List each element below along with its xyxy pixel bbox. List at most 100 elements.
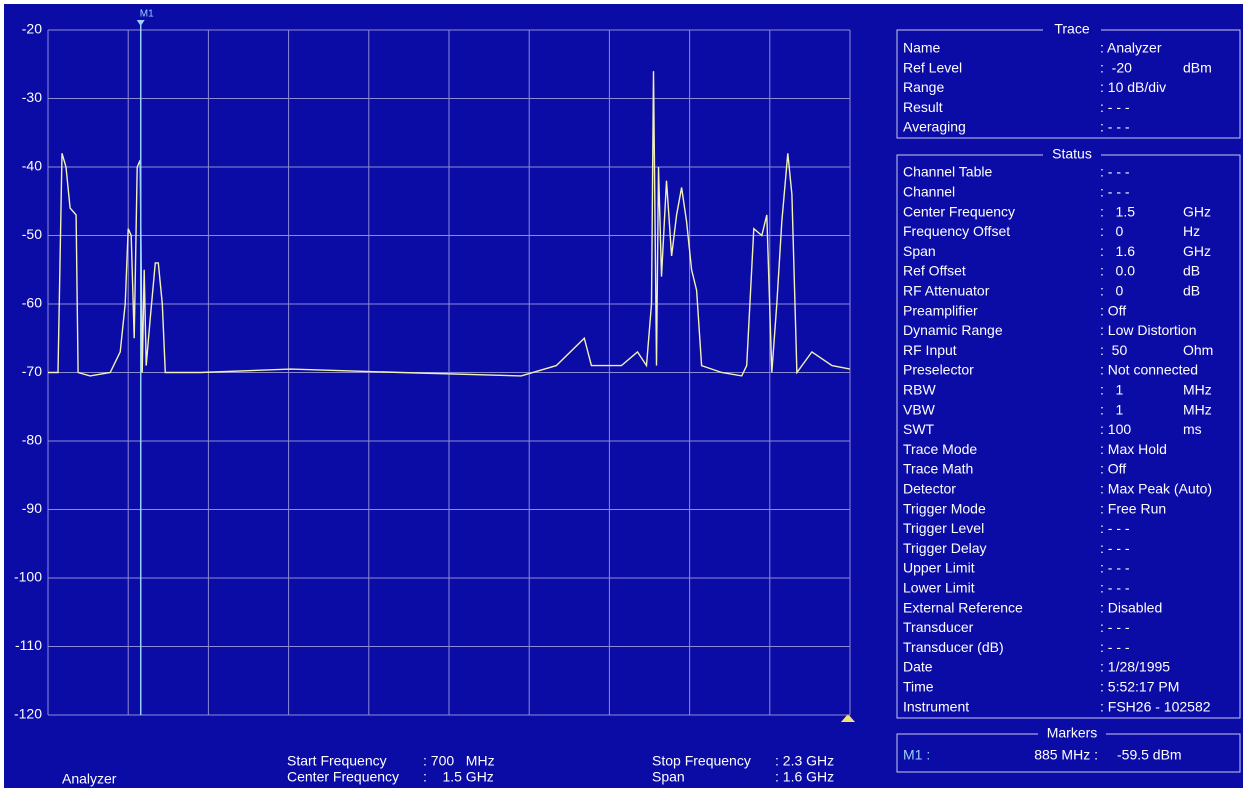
row-label: Upper Limit (903, 560, 975, 576)
row-value: : 10 dB/div (1100, 79, 1166, 95)
row-value: : 0.0 (1100, 263, 1135, 279)
panel-title: Status (1052, 146, 1092, 162)
row-value: : - - - (1100, 560, 1130, 576)
row-value: : - - - (1100, 639, 1130, 655)
row-value: : 50 (1100, 342, 1127, 358)
y-tick-label: -80 (22, 432, 42, 448)
row-value: : 1.5 (1100, 203, 1135, 219)
y-tick-label: -70 (22, 363, 42, 379)
row-label: Time (903, 679, 934, 695)
row-label: Trigger Mode (903, 500, 986, 516)
y-tick-label: -20 (22, 21, 42, 37)
row-value: : - - - (1100, 619, 1130, 635)
footer-mode: Analyzer (62, 771, 117, 787)
row-value: : - - - (1100, 119, 1130, 135)
row-value: : - - - (1100, 580, 1130, 596)
row-value: : - - - (1100, 164, 1130, 180)
y-tick-label: -100 (14, 569, 42, 585)
row-value: : 5:52:17 PM (1100, 679, 1179, 695)
row-unit: Ohm (1183, 342, 1213, 358)
panel-title: Trace (1054, 21, 1089, 37)
center-value: : 1.5 GHz (423, 769, 494, 785)
row-unit: GHz (1183, 203, 1211, 219)
row-label: SWT (903, 421, 935, 437)
row-value: : 1/28/1995 (1100, 659, 1170, 675)
y-tick-label: -120 (14, 706, 42, 722)
stop-value: : 2.3 GHz (775, 753, 834, 769)
row-unit: MHz (1183, 382, 1212, 398)
row-label: Transducer (dB) (903, 639, 1004, 655)
row-value: : - - - (1100, 99, 1130, 115)
y-tick-label: -40 (22, 158, 42, 174)
row-unit: dBm (1183, 59, 1212, 75)
row-label: Ref Level (903, 59, 962, 75)
row-label: Result (903, 99, 943, 115)
row-value: : -20 (1100, 59, 1132, 75)
row-label: Preselector (903, 362, 974, 378)
row-label: Range (903, 79, 944, 95)
panel-title-bg (1043, 147, 1101, 163)
row-value: : 1.6 (1100, 243, 1135, 259)
row-unit: dB (1183, 283, 1200, 299)
panel-title: Markers (1047, 725, 1098, 741)
row-value: : Analyzer (1100, 40, 1162, 56)
row-value: : Free Run (1100, 500, 1166, 516)
row-value: : Low Distortion (1100, 322, 1196, 338)
row-value: : Not connected (1100, 362, 1198, 378)
row-label: External Reference (903, 599, 1023, 615)
stop-label: Stop Frequency (652, 753, 751, 769)
panel-title-bg (1043, 22, 1101, 38)
row-label: RF Input (903, 342, 957, 358)
row-label: Preamplifier (903, 302, 978, 318)
start-label: Start Frequency (287, 753, 387, 769)
row-label: Dynamic Range (903, 322, 1003, 338)
row-label: Frequency Offset (903, 223, 1010, 239)
row-unit: GHz (1183, 243, 1211, 259)
row-label: VBW (903, 401, 936, 417)
row-label: Lower Limit (903, 580, 975, 596)
marker-level: -59.5 dBm (1117, 747, 1182, 763)
row-label: Trace Math (903, 461, 973, 477)
y-tick-label: -60 (22, 295, 42, 311)
row-label: Averaging (903, 119, 966, 135)
row-unit: ms (1183, 421, 1202, 437)
row-value: : Off (1100, 461, 1126, 477)
y-tick-label: -30 (22, 89, 42, 105)
row-value: : - - - (1100, 540, 1130, 556)
row-label: Trigger Delay (903, 540, 987, 556)
y-tick-label: -110 (15, 637, 42, 653)
row-label: Date (903, 659, 933, 675)
row-value: : - - - (1100, 520, 1130, 536)
row-label: Ref Offset (903, 263, 966, 279)
row-label: Trace Mode (903, 441, 977, 457)
marker-position: 885 MHz : (1034, 747, 1098, 763)
marker-head (136, 20, 145, 26)
row-value: : FSH26 - 102582 (1100, 698, 1211, 714)
row-label: Detector (903, 481, 956, 497)
row-label: RBW (903, 382, 936, 398)
row-value: : 0 (1100, 223, 1124, 239)
span-label: Span (652, 769, 685, 785)
row-label: Name (903, 40, 941, 56)
span-value: : 1.6 GHz (775, 769, 834, 785)
marker-label: M1 (140, 9, 154, 20)
marker-triangle (841, 714, 855, 722)
row-label: RF Attenuator (903, 283, 990, 299)
row-label: Span (903, 243, 936, 259)
row-value: : Max Hold (1100, 441, 1167, 457)
row-label: Instrument (903, 698, 969, 714)
start-value: : 700 MHz (423, 753, 495, 769)
row-value: : 1 (1100, 401, 1124, 417)
row-value: : 100 (1100, 421, 1131, 437)
row-label: Trigger Level (903, 520, 984, 536)
row-label: Channel Table (903, 164, 992, 180)
panel-title-bg (1038, 726, 1106, 742)
row-label: Channel (903, 184, 955, 200)
row-label: Transducer (903, 619, 974, 635)
row-value: : Off (1100, 302, 1126, 318)
trace (48, 71, 851, 377)
row-unit: dB (1183, 263, 1200, 279)
row-value: : Disabled (1100, 599, 1162, 615)
center-label: Center Frequency (287, 769, 399, 785)
